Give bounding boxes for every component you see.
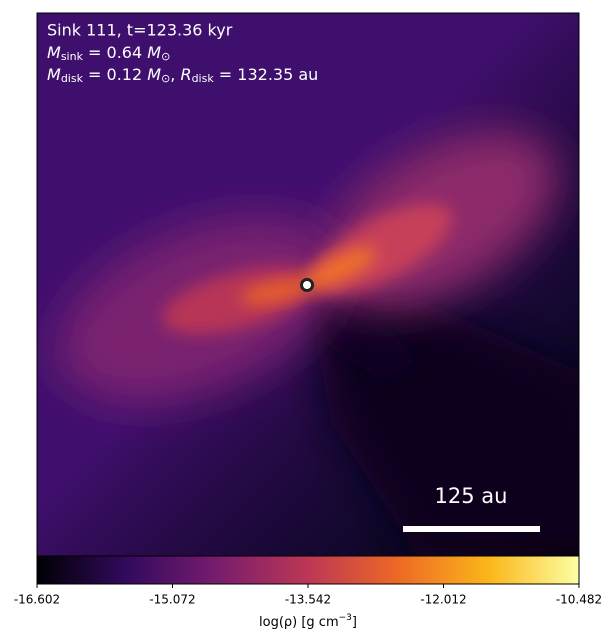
- sup: −3: [339, 613, 352, 623]
- tick-label: -16.602: [14, 593, 60, 607]
- unit: M: [147, 43, 161, 62]
- val: = 0.12: [83, 65, 147, 84]
- sub2: disk: [192, 72, 215, 85]
- unit: M: [147, 65, 161, 84]
- tick-label: -15.072: [149, 593, 195, 607]
- sym2: R: [180, 65, 191, 84]
- density-map: [37, 13, 579, 556]
- main: log(ρ) [g cm: [259, 615, 339, 630]
- colorbar: [36, 555, 580, 585]
- sym: M: [47, 43, 61, 62]
- sub: disk: [61, 72, 84, 85]
- sink-marker: [300, 278, 314, 292]
- sub: sink: [61, 50, 84, 63]
- val: = 0.64: [83, 43, 147, 62]
- tick-label: -12.012: [420, 593, 466, 607]
- tick-label: -10.482: [556, 593, 602, 607]
- tick-label: -13.542: [285, 593, 331, 607]
- title: Sink 111, t=123.36 kyr: [47, 21, 233, 40]
- unit-sub: ⊙: [161, 72, 170, 85]
- unit-sub: ⊙: [161, 50, 170, 63]
- disk-props: Mdisk = 0.12 M⊙, Rdisk = 132.35 au: [47, 65, 318, 86]
- colorbar-label: log(ρ) [g cm−3]: [259, 613, 357, 630]
- scale-bar-label: 125 au: [435, 484, 508, 508]
- sink-mass: Msink = 0.64 M⊙: [47, 43, 170, 64]
- end: ]: [352, 615, 357, 630]
- val2: = 132.35 au: [214, 65, 319, 84]
- sep: ,: [170, 65, 180, 84]
- sym: M: [47, 65, 61, 84]
